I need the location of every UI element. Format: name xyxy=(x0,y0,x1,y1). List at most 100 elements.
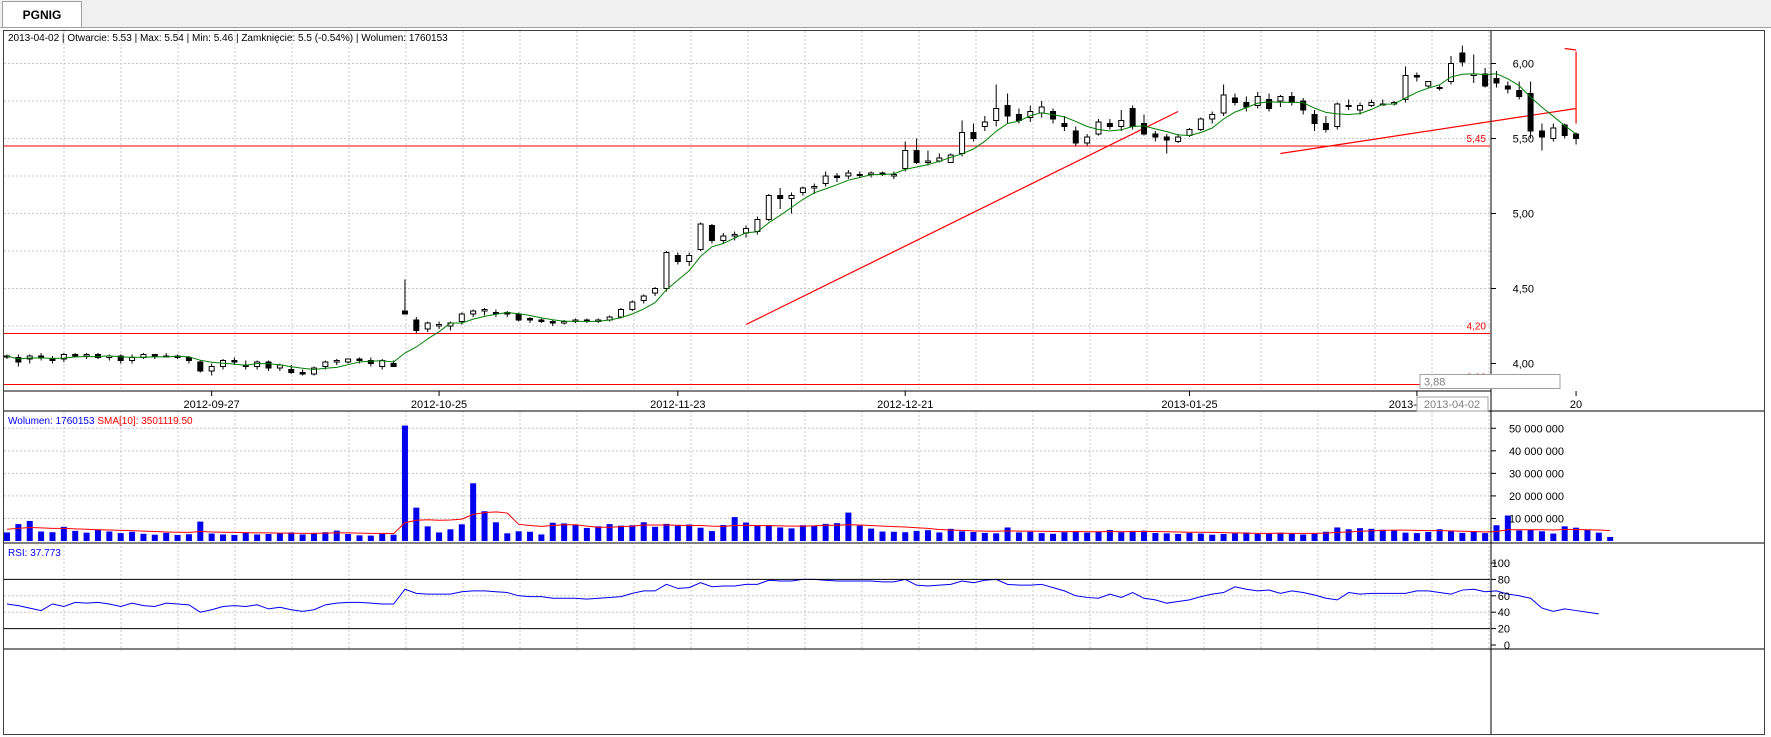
rsi-ytick-label: 100 xyxy=(1492,558,1510,570)
volume-bar xyxy=(1357,528,1364,541)
price-ytick-label: 4,50 xyxy=(1513,284,1534,296)
volume-bar xyxy=(424,526,431,541)
candle-body xyxy=(1550,127,1557,139)
volume-bar xyxy=(504,533,511,541)
volume-bar xyxy=(1402,532,1409,541)
candle-body xyxy=(367,360,374,364)
candle-body xyxy=(470,310,477,315)
volume-bar xyxy=(1368,528,1375,541)
candle-body xyxy=(811,186,818,189)
candle-body xyxy=(1322,123,1329,130)
volume-bar xyxy=(1050,533,1057,541)
volume-bar xyxy=(1220,534,1227,541)
volume-bar xyxy=(49,532,56,541)
volume-bar xyxy=(1038,533,1045,541)
candle-body xyxy=(720,235,727,241)
cursor-price-label: 3,88 xyxy=(1424,377,1445,389)
candle-body xyxy=(129,357,136,361)
candle-body xyxy=(652,288,659,294)
candle-body xyxy=(947,154,954,163)
volume-bar xyxy=(1493,525,1500,541)
volume-bar xyxy=(83,532,90,541)
volume-ytick-label: 20 000 000 xyxy=(1509,491,1564,503)
candle-body xyxy=(1015,114,1022,121)
candle-body xyxy=(1357,105,1364,111)
volume-bar xyxy=(390,534,397,541)
volume-bar xyxy=(333,530,340,541)
candle-body xyxy=(208,366,215,372)
volume-ytick-label: 40 000 000 xyxy=(1509,446,1564,458)
volume-bar xyxy=(1595,532,1602,541)
volume-bar xyxy=(15,524,22,541)
candle-body xyxy=(834,175,841,178)
volume-bar xyxy=(879,531,886,541)
x-tick-label: 2012-12-21 xyxy=(877,399,933,411)
volume-bar xyxy=(822,523,829,541)
candle-body xyxy=(72,354,79,357)
chart-svg[interactable]: 5,454,203,86 6,005,505,004,504,003,88201… xyxy=(4,31,1764,734)
candle-body xyxy=(413,319,420,331)
candle-body xyxy=(1504,85,1511,90)
volume-bar xyxy=(538,534,545,541)
candle-body xyxy=(1516,90,1523,97)
volume-bar xyxy=(811,525,818,541)
volume-bar xyxy=(1254,533,1261,541)
candle-body xyxy=(401,310,408,315)
candle-body xyxy=(1209,114,1216,120)
rsi-legend: RSI: 37.773 xyxy=(8,548,61,559)
volume-bar xyxy=(1561,526,1568,541)
volume-ytick-label: 30 000 000 xyxy=(1509,468,1564,480)
candle-body xyxy=(1084,136,1091,144)
cursor-date-label: 2013-04-02 xyxy=(1424,399,1480,411)
volume-bar xyxy=(1027,531,1034,541)
candle-body xyxy=(686,255,693,262)
candle-body xyxy=(777,195,784,199)
rsi-ytick-label: 60 xyxy=(1498,591,1510,603)
candle-body xyxy=(970,132,977,139)
candle-body xyxy=(617,309,624,318)
volume-bar xyxy=(1345,529,1352,541)
volume-bar xyxy=(527,531,534,541)
candle-body xyxy=(1527,93,1534,132)
volume-bar xyxy=(902,532,909,541)
volume-bar xyxy=(936,532,943,541)
volume-bar xyxy=(436,532,443,541)
volume-bar xyxy=(1300,534,1307,541)
volume-bar xyxy=(401,425,408,541)
volume-bar xyxy=(981,532,988,541)
volume-bar xyxy=(845,512,852,541)
volume-bar xyxy=(1129,530,1136,541)
tab-pgnig[interactable]: PGNIG xyxy=(2,1,82,27)
candle-body xyxy=(1004,105,1011,117)
volume-bar xyxy=(265,534,272,541)
price-ytick-label: 5,00 xyxy=(1513,209,1534,221)
trendline xyxy=(745,110,1179,326)
candle-body xyxy=(458,313,465,322)
candle-body xyxy=(83,354,90,357)
candle-body xyxy=(902,150,909,169)
volume-bar xyxy=(163,532,170,541)
candle-body xyxy=(1266,99,1273,109)
volume-bar xyxy=(72,530,79,541)
price-ytick-label: 4,00 xyxy=(1513,359,1534,371)
candle-body xyxy=(1402,75,1409,100)
trendline xyxy=(1564,47,1577,51)
candle-body xyxy=(15,357,22,363)
candle-body xyxy=(731,234,738,237)
labels: 2013-04-02 | Otwarcie: 5.53 | Max: 5.54 … xyxy=(8,33,448,559)
candle-body xyxy=(993,108,1000,121)
candle-body xyxy=(1163,136,1170,141)
volume-bar xyxy=(993,533,1000,541)
cursor-price-box xyxy=(1419,374,1561,389)
candle-body xyxy=(527,318,534,321)
candle-body xyxy=(299,372,306,375)
moving-average xyxy=(6,73,1577,371)
volume-bar xyxy=(1459,532,1466,541)
volume-bar xyxy=(470,483,477,541)
candle-body xyxy=(265,361,272,369)
candle-body xyxy=(674,255,681,262)
candle-body xyxy=(1129,108,1136,127)
candle-body xyxy=(1573,133,1580,139)
volume-bar xyxy=(458,524,465,541)
candle-body xyxy=(924,160,931,163)
